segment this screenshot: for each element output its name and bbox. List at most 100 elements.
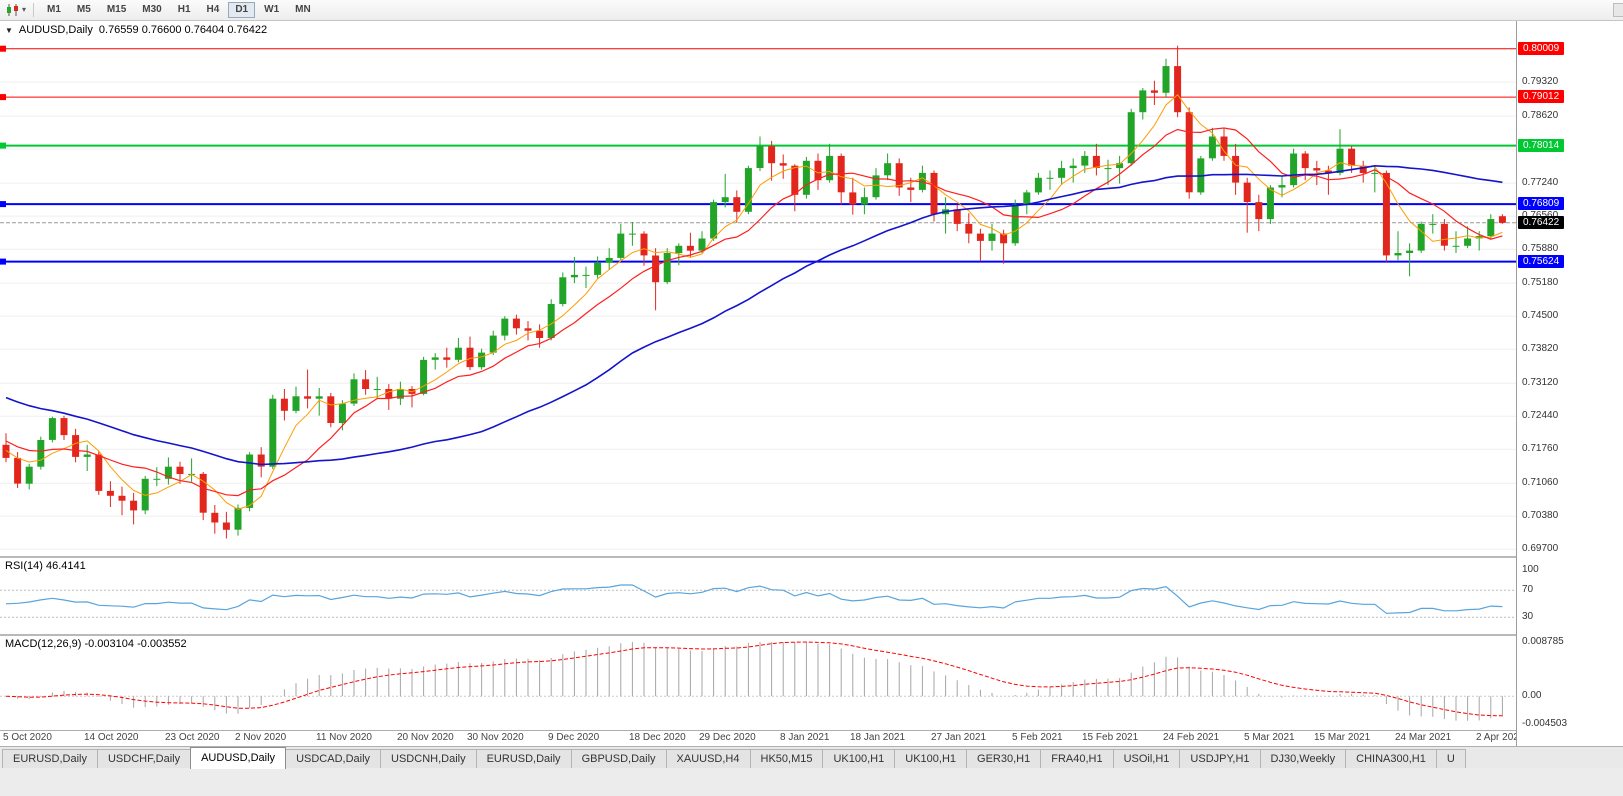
candle-bearish[interactable]	[1301, 153, 1309, 169]
candle-bullish[interactable]	[547, 304, 555, 338]
candle-bullish[interactable]	[1081, 155, 1089, 166]
candle-bearish[interactable]	[14, 457, 22, 484]
candle-bullish[interactable]	[454, 347, 462, 360]
candle-bearish[interactable]	[106, 490, 114, 496]
candle-bullish[interactable]	[559, 277, 567, 304]
timeframe-button-h1[interactable]: H1	[171, 2, 198, 18]
candle-bearish[interactable]	[72, 435, 80, 457]
candle-bearish[interactable]	[536, 330, 544, 338]
candle-bullish[interactable]	[373, 389, 381, 390]
candle-bearish[interactable]	[257, 454, 265, 467]
timeframe-button-d1[interactable]: D1	[228, 2, 256, 18]
date-axis[interactable]: 5 Oct 2020 14 Oct 2020 23 Oct 2020 2 Nov 20…	[0, 731, 1524, 746]
timeframe-button-m30[interactable]: M30	[135, 2, 168, 18]
candle-bullish[interactable]	[1417, 223, 1425, 251]
candle-bullish[interactable]	[1452, 245, 1460, 247]
candle-bearish[interactable]	[895, 163, 903, 188]
candle-bearish[interactable]	[362, 379, 370, 389]
candle-bearish[interactable]	[686, 245, 694, 251]
candle-bearish[interactable]	[524, 328, 532, 331]
candle-bearish[interactable]	[130, 500, 138, 511]
candle-bullish[interactable]	[1139, 90, 1147, 113]
candle-bullish[interactable]	[141, 478, 149, 511]
candle-bearish[interactable]	[965, 223, 973, 234]
candle-bullish[interactable]	[246, 454, 254, 508]
candle-bullish[interactable]	[826, 155, 834, 181]
candle-bullish[interactable]	[478, 352, 486, 368]
candle-bullish[interactable]	[501, 318, 509, 336]
candle-bearish[interactable]	[1440, 223, 1448, 246]
candle-bullish[interactable]	[756, 146, 764, 168]
candle-bullish[interactable]	[338, 403, 346, 423]
candle-bearish[interactable]	[1232, 155, 1240, 183]
candle-bearish[interactable]	[907, 187, 915, 190]
candle-bullish[interactable]	[1116, 163, 1124, 169]
candle-bullish[interactable]	[605, 257, 613, 263]
candle-bullish[interactable]	[1394, 253, 1402, 256]
candle-bearish[interactable]	[768, 146, 776, 164]
candle-bearish[interactable]	[640, 233, 648, 256]
chart-tab[interactable]: UK100,H1	[894, 749, 968, 769]
candle-bearish[interactable]	[280, 398, 288, 411]
candle-bearish[interactable]	[1348, 148, 1356, 166]
chart-tab[interactable]: GBPUSD,Daily	[570, 749, 667, 769]
timeframe-button-m15[interactable]: M15	[100, 2, 133, 18]
candle-bearish[interactable]	[95, 454, 103, 491]
candle-bearish[interactable]	[1092, 155, 1100, 168]
candle-bearish[interactable]	[1498, 216, 1506, 223]
chart-tab[interactable]: AUDUSD,Daily	[190, 747, 287, 769]
candle-bearish[interactable]	[1255, 202, 1263, 220]
candle-bullish[interactable]	[1046, 177, 1054, 179]
chart-type-caret-icon[interactable]: ▾	[22, 5, 27, 14]
candle-bearish[interactable]	[1359, 165, 1367, 173]
level-line-anchor[interactable]	[0, 201, 6, 208]
candle-bearish[interactable]	[512, 318, 520, 329]
chart-tab[interactable]: XAUUSD,H4	[665, 749, 751, 769]
candle-bullish[interactable]	[710, 202, 718, 239]
candlestick-chart[interactable]	[0, 20, 1516, 556]
chart-tab[interactable]: U	[1435, 749, 1466, 769]
candle-bullish[interactable]	[744, 168, 752, 212]
candle-bullish[interactable]	[860, 197, 868, 205]
candle-bearish[interactable]	[779, 163, 787, 166]
candle-bullish[interactable]	[1278, 185, 1286, 188]
candle-bearish[interactable]	[1324, 170, 1332, 173]
timeframe-button-h4[interactable]: H4	[200, 2, 227, 18]
price-axis[interactable]: 0.793200.786200.779400.772400.765600.758…	[1516, 20, 1623, 746]
candle-bearish[interactable]	[976, 233, 984, 241]
chart-tab[interactable]: DJ30,Weekly	[1259, 749, 1347, 769]
candle-bullish[interactable]	[153, 478, 161, 480]
level-line-anchor[interactable]	[0, 45, 6, 52]
candle-bullish[interactable]	[1034, 177, 1042, 193]
chart-tab[interactable]: GER30,H1	[966, 749, 1042, 769]
rsi-indicator-pane[interactable]: RSI(14) 46.4141	[0, 558, 1516, 634]
candle-bearish[interactable]	[1000, 233, 1008, 244]
candle-bullish[interactable]	[350, 379, 358, 404]
candle-bullish[interactable]	[802, 160, 810, 195]
candle-bullish[interactable]	[1127, 112, 1135, 164]
chart-tab[interactable]: USDCAD,Daily	[285, 749, 382, 769]
chart-tab[interactable]: USDCNH,Daily	[380, 749, 477, 769]
candle-bearish[interactable]	[849, 192, 857, 205]
timeframe-button-m1[interactable]: M1	[40, 2, 68, 18]
candle-bullish[interactable]	[1290, 153, 1298, 186]
candle-bearish[interactable]	[176, 466, 184, 474]
candle-bullish[interactable]	[234, 507, 242, 530]
candle-bullish[interactable]	[37, 440, 45, 467]
candle-bearish[interactable]	[953, 209, 961, 224]
candle-bullish[interactable]	[594, 262, 602, 275]
candle-bearish[interactable]	[222, 522, 230, 530]
chart-tab[interactable]: CHINA300,H1	[1345, 749, 1437, 769]
main-chart-pane[interactable]: ▼ AUDUSD,Daily 0.76559 0.76600 0.76404 0…	[0, 20, 1516, 556]
timeframe-button-w1[interactable]: W1	[257, 2, 286, 18]
candle-bullish[interactable]	[988, 233, 996, 241]
chart-tab[interactable]: FRA40,H1	[1040, 749, 1114, 769]
candle-bearish[interactable]	[1150, 90, 1158, 93]
candle-bullish[interactable]	[617, 233, 625, 258]
candle-bullish[interactable]	[431, 357, 439, 360]
candle-bearish[interactable]	[2, 444, 10, 458]
candle-bearish[interactable]	[1382, 172, 1390, 256]
candle-bearish[interactable]	[304, 396, 312, 399]
chart-tab[interactable]: USDCHF,Daily	[96, 749, 192, 769]
candle-bullish[interactable]	[570, 274, 578, 278]
